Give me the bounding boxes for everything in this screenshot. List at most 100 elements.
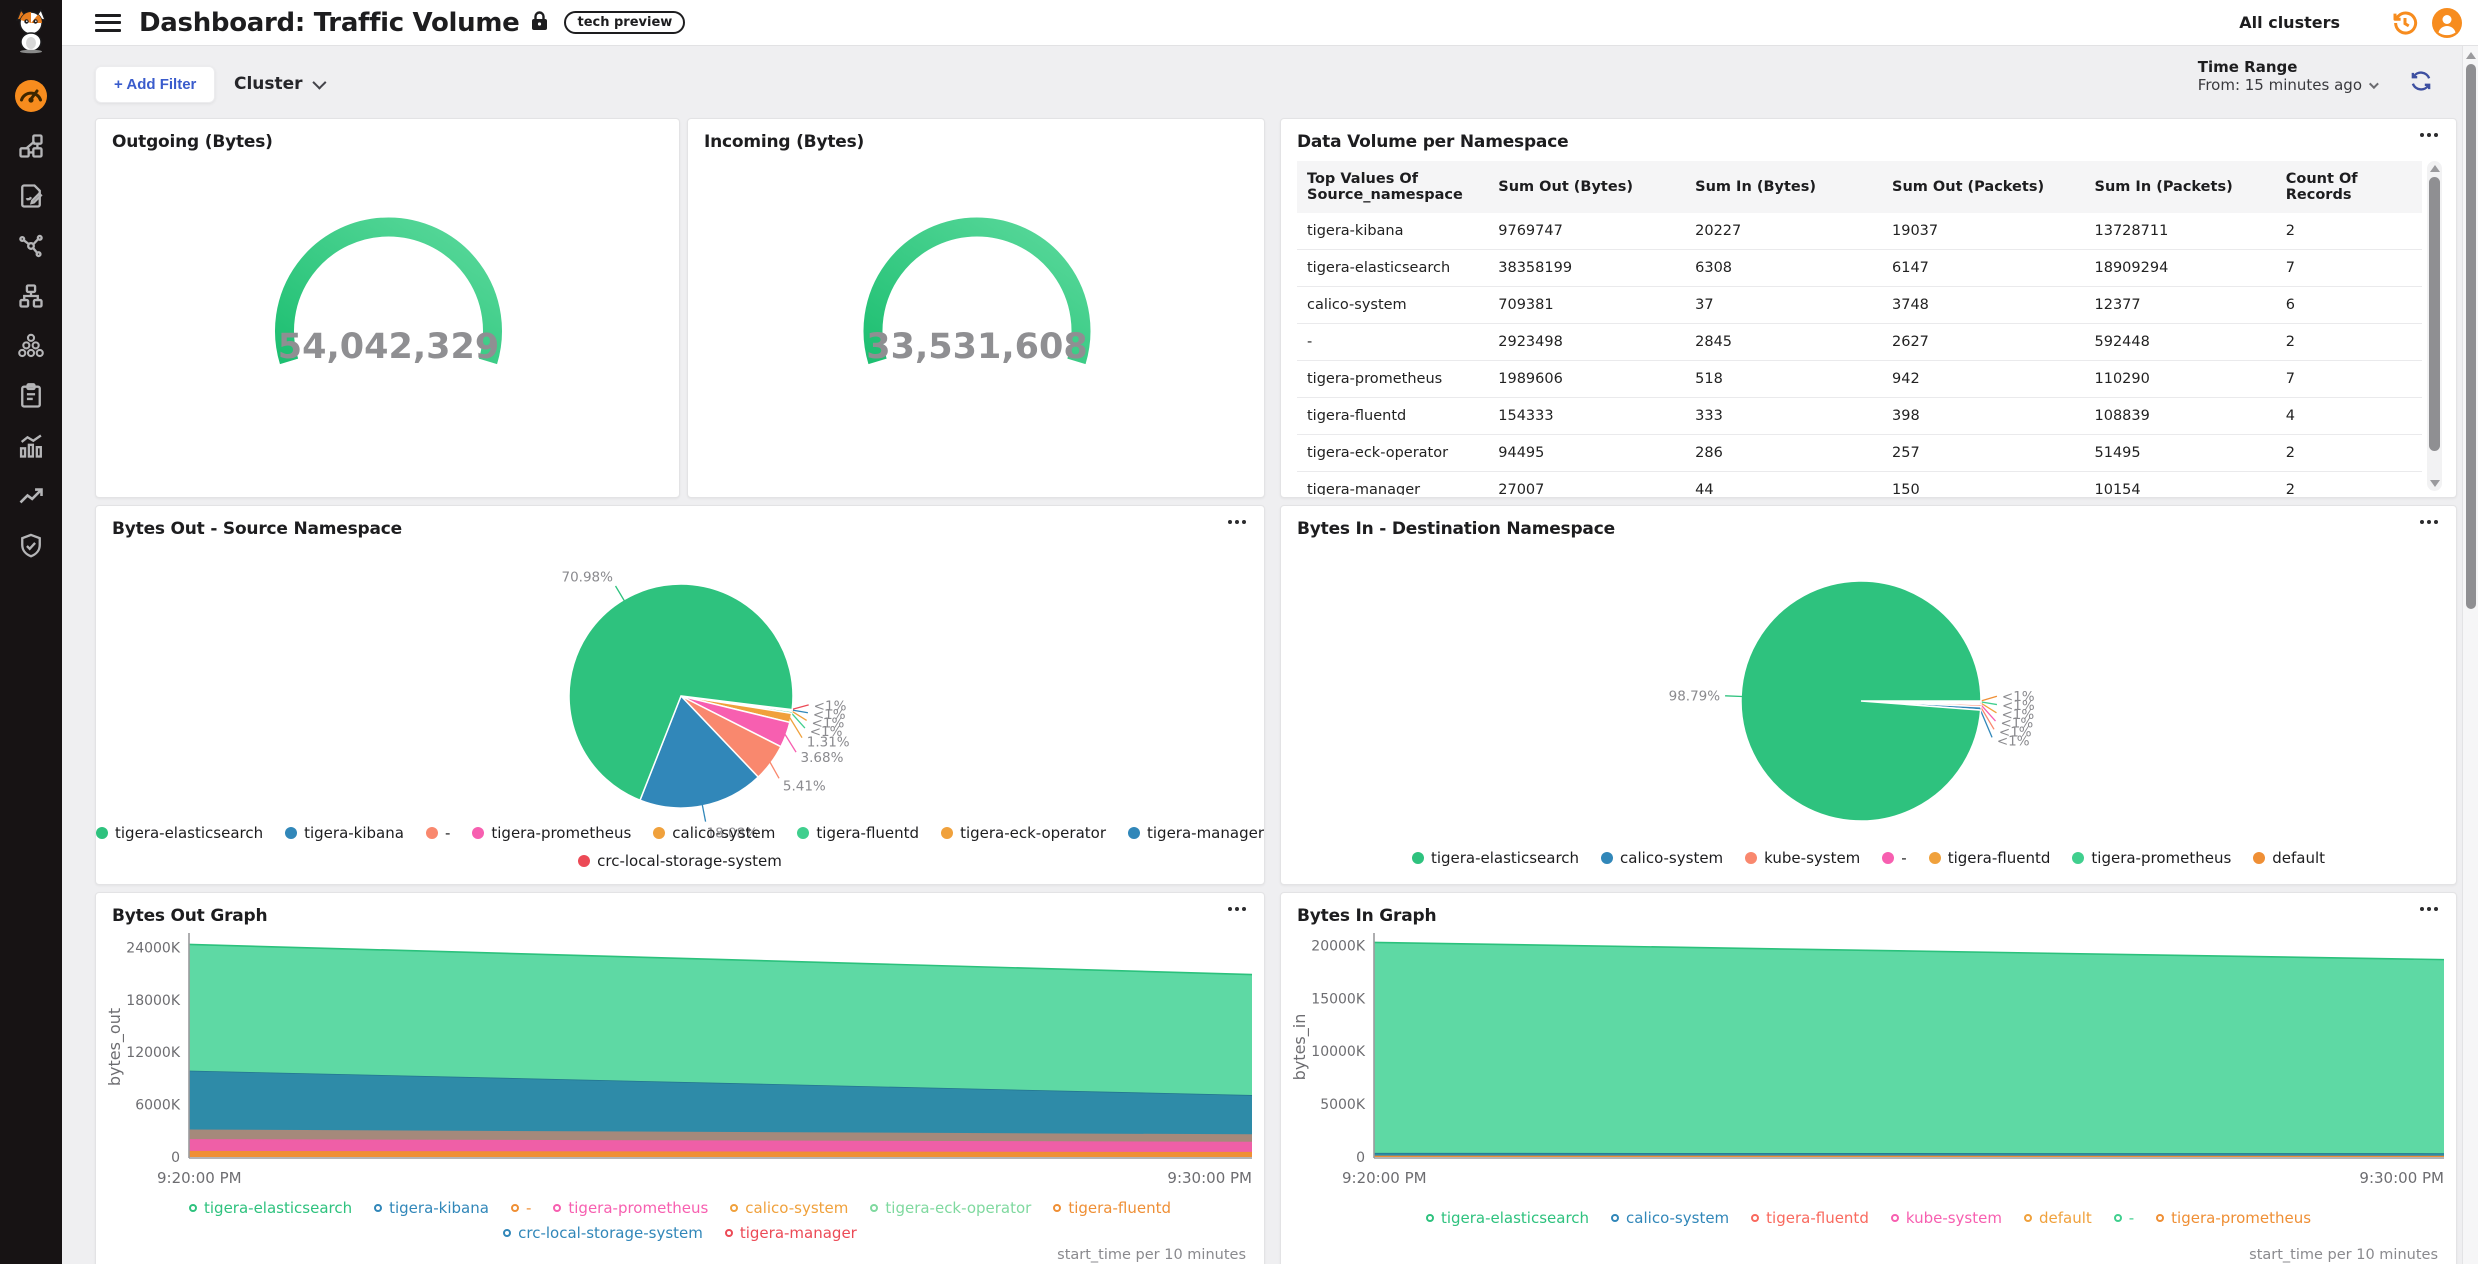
legend-marker-icon [189,1204,197,1212]
refresh-icon[interactable] [2408,68,2434,98]
legend-label: tigera-fluentd [816,824,920,842]
panel-title: Bytes Out Graph [112,906,268,926]
legend-item[interactable]: - [510,1199,531,1217]
table-cell: 6147 [1892,260,1929,276]
legend-label: calico-system [1626,1209,1730,1227]
pie-slice-tigera-elasticsearch[interactable] [1740,580,1982,822]
legend-item[interactable]: tigera-fluentd [1751,1209,1869,1227]
table-row: calico-system 709381 37 3748 12377 6 [1297,287,2422,324]
history-icon[interactable] [2388,6,2422,40]
legend-item[interactable]: crc-local-storage-system [503,1224,703,1242]
page-scrollbar-thumb[interactable] [2466,64,2476,609]
gauge-value: 33,531,608 [866,327,1087,367]
legend-label: kube-system [1764,849,1861,867]
nav-flow-visualizer-icon[interactable] [9,224,53,268]
legend-item[interactable]: tigera-kibana [285,824,404,842]
legend-item[interactable]: kube-system [1890,1209,2002,1227]
legend-item[interactable]: tigera-prometheus [2072,849,2231,867]
pie-slice-label: 98.79% [1669,688,1721,704]
table-cell: 94495 [1498,445,1545,461]
x-axis-end-label: 9:30:00 PM [2359,1169,2444,1187]
legend-item[interactable]: kube-system [1745,849,1860,867]
sidebar [0,0,62,1264]
legend-item[interactable]: tigera-prometheus [2156,1209,2311,1227]
legend-item[interactable]: tigera-prometheus [472,824,631,842]
legend-item[interactable]: tigera-elasticsearch [189,1199,352,1217]
legend-label: tigera-fluentd [1068,1199,1171,1217]
legend-item[interactable]: - [2113,1209,2134,1227]
table-scrollbar-thumb[interactable] [2429,177,2440,451]
legend-item[interactable]: tigera-fluentd [1928,849,2050,867]
graph-legend-row: tigera-elasticsearch tigera-kibana - tigera… [96,1199,1264,1217]
legend-item[interactable]: tigera-elasticsearch [96,824,263,842]
calico-cat-logo[interactable] [9,6,53,58]
scroll-up-icon[interactable] [2466,52,2476,59]
nav-endpoints-icon[interactable] [9,274,53,318]
nav-policies-icon[interactable] [9,174,53,218]
legend-marker-icon [2072,852,2085,864]
legend-item[interactable]: tigera-fluentd [797,824,919,842]
table-cell: 592448 [2094,334,2150,350]
legend-item[interactable]: tigera-manager [1128,824,1264,842]
table-cell: 44 [1695,482,1714,495]
nav-compliance-icon[interactable] [9,374,53,418]
nav-threat-defense-icon[interactable] [9,524,53,568]
x-axis-note: start_time per 10 minutes [2249,1247,2438,1263]
legend-label: - [1901,849,1907,867]
add-filter-button[interactable]: + Add Filter [95,66,216,103]
table-cell: 709381 [1498,297,1554,313]
table-column-header: Sum Out (Packets) [1892,179,2045,195]
legend-item[interactable]: tigera-eck-operator [870,1199,1031,1217]
panel-options-icon[interactable] [2416,903,2442,915]
cluster-dropdown[interactable]: Cluster [234,74,327,94]
legend-item[interactable]: tigera-prometheus [553,1199,708,1217]
legend-item[interactable]: calico-system [1601,849,1723,867]
user-avatar-icon[interactable] [2430,6,2464,40]
table-cell: tigera-eck-operator [1307,445,1449,461]
legend-marker-icon [2253,852,2266,864]
table-cell: tigera-prometheus [1307,371,1443,387]
panel-options-icon[interactable] [2416,129,2442,141]
panel-options-icon[interactable] [2416,516,2442,528]
legend-item[interactable]: default [2023,1209,2092,1227]
legend-item[interactable]: calico-system [730,1199,848,1217]
legend-item[interactable]: tigera-kibana [374,1199,489,1217]
legend-item[interactable]: calico-system [1611,1209,1729,1227]
hamburger-menu-icon[interactable] [95,13,121,32]
table-cell: 2 [2285,445,2295,461]
legend-item[interactable]: tigera-elasticsearch [1411,849,1579,867]
legend-item[interactable]: tigera-fluentd [1053,1199,1171,1217]
topbar: Dashboard: Traffic Volume tech preview A… [62,0,2478,46]
legend-marker-icon [425,827,438,839]
scroll-down-icon[interactable] [2430,480,2440,487]
legend-item[interactable]: tigera-elasticsearch [1425,1209,1589,1227]
table-column-header: Count Of Records [2285,171,2358,203]
nav-clusters-icon[interactable] [9,324,53,368]
table-cell: 19037 [1892,223,1939,239]
legend-label: tigera-prometheus [491,824,632,842]
panel-title: Incoming (Bytes) [704,132,865,152]
legend-item[interactable]: default [2253,849,2325,867]
nav-trends-icon[interactable] [9,474,53,518]
nav-dashboard-gauge-icon[interactable] [9,74,53,118]
table-cell: tigera-elasticsearch [1307,260,1451,276]
panel-options-icon[interactable] [1224,516,1250,528]
legend-marker-icon [96,827,108,839]
table-column-header: Sum In (Bytes) [1695,179,1816,195]
area-series-tigera-elasticsearch [1374,942,2444,1154]
graph-legend-row: crc-local-storage-system tigera-manager [96,1224,1264,1242]
table-cell: 2 [2285,223,2295,239]
legend-marker-icon [941,827,954,839]
legend-item[interactable]: calico-system [653,824,775,842]
legend-item[interactable]: tigera-eck-operator [941,824,1106,842]
legend-item[interactable]: - [425,824,450,842]
nav-service-graph-icon[interactable] [9,124,53,168]
time-range-value[interactable]: From: 15 minutes ago [2198,76,2379,94]
legend-item[interactable]: tigera-manager [724,1224,857,1242]
all-clusters-selector[interactable]: All clusters [2239,13,2340,32]
legend-item[interactable]: crc-local-storage-system [578,852,782,870]
nav-statistics-icon[interactable] [9,424,53,468]
panel-options-icon[interactable] [1224,903,1250,915]
scroll-up-icon[interactable] [2430,165,2440,172]
legend-item[interactable]: - [1882,849,1907,867]
